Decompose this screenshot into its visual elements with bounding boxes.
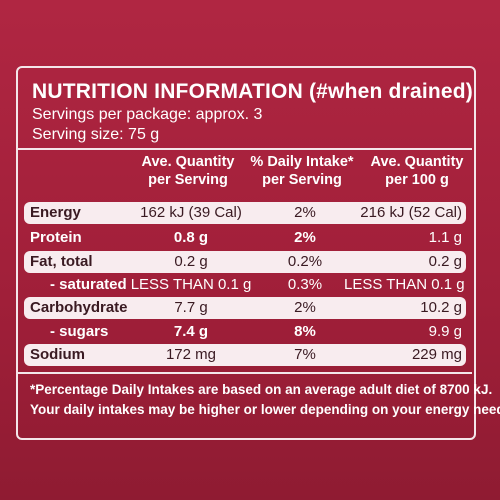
per-serving-value: 162 kJ (39 Cal) (140, 204, 242, 221)
column-header-per-100g: Ave. Quantity per 100 g (342, 153, 492, 189)
column-header-line: Ave. Quantity (370, 154, 464, 170)
per-100g-value: 216 kJ (52 Cal) (360, 204, 462, 221)
nutrition-frame (16, 66, 476, 440)
nutrient-name: - sugars (50, 323, 109, 340)
serving-size: Serving size: 75 g (32, 126, 160, 143)
per-serving-value: LESS THAN 0.1 g (130, 276, 252, 293)
divider-bottom (18, 372, 472, 374)
nutrient-name: Protein (30, 229, 82, 246)
table-row-energy: Energy 162 kJ (39 Cal) 2% 216 kJ (52 Cal… (24, 202, 466, 224)
nutrient-name: Sodium (30, 346, 85, 363)
daily-intake-value: 2% (294, 299, 316, 316)
panel-title: NUTRITION INFORMATION (#when drained) (32, 80, 473, 103)
column-header-line: per Serving (148, 172, 228, 188)
nutrient-name: Energy (30, 204, 81, 221)
per-serving-value: 0.2 g (174, 253, 208, 270)
nutrient-name: Fat, total (30, 253, 93, 270)
per-serving-value: 0.8 g (173, 229, 209, 246)
daily-intake-value: 0.3% (287, 276, 323, 293)
column-header-line: % Daily Intake* (250, 154, 354, 170)
column-header-line: Ave. Quantity (141, 154, 235, 170)
table-row-carbohydrate: Carbohydrate 7.7 g 2% 10.2 g (24, 297, 466, 319)
table-row-protein: Protein 0.8 g 2% 1.1 g (24, 227, 466, 249)
footnote-line: Your daily intakes may be higher or lowe… (30, 402, 500, 417)
footnote-line: *Percentage Daily Intakes are based on a… (30, 382, 493, 397)
nutrient-name: Carbohydrate (30, 299, 128, 316)
column-header-line: per 100 g (385, 172, 449, 188)
footnote: *Percentage Daily Intakes are based on a… (30, 380, 500, 420)
servings-per-package: Servings per package: approx. 3 (32, 106, 263, 123)
column-header-daily-intake: % Daily Intake* per Serving (227, 153, 377, 189)
per-100g-value: 1.1 g (428, 229, 462, 246)
daily-intake-value: 8% (294, 323, 316, 340)
column-header-line: per Serving (262, 172, 342, 188)
per-100g-value: 229 mg (411, 346, 462, 363)
table-row-sugars: - sugars 7.4 g 8% 9.9 g (24, 321, 466, 343)
daily-intake-value: 2% (294, 229, 316, 246)
per-100g-value: 0.2 g (428, 253, 462, 270)
column-header-per-serving: Ave. Quantity per Serving (113, 153, 263, 189)
per-serving-value: 7.4 g (173, 323, 209, 340)
daily-intake-value: 2% (294, 204, 316, 221)
per-100g-value: 9.9 g (428, 323, 462, 340)
table-row-sodium: Sodium 172 mg 7% 229 mg (24, 344, 466, 366)
daily-intake-value: 0.2% (287, 253, 323, 270)
per-serving-value: 172 mg (165, 346, 217, 363)
per-100g-value: 10.2 g (420, 299, 462, 316)
table-row-fat-total: Fat, total 0.2 g 0.2% 0.2 g (24, 251, 466, 273)
divider-top (18, 148, 472, 150)
table-row-saturated: - saturated LESS THAN 0.1 g 0.3% LESS TH… (24, 274, 466, 296)
per-serving-value: 7.7 g (174, 299, 208, 316)
per-100g-value: LESS THAN 0.1 g (344, 276, 465, 293)
nutrient-name: - saturated (50, 276, 127, 293)
daily-intake-value: 7% (294, 346, 316, 363)
